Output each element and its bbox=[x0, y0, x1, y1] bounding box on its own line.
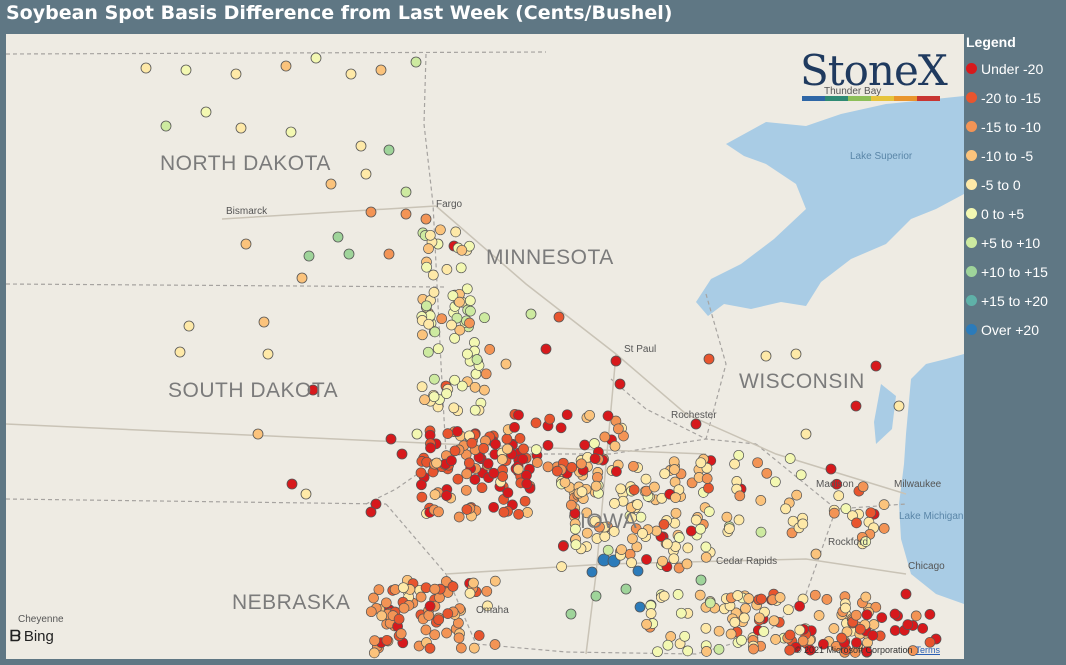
legend-label: -15 to -10 bbox=[981, 118, 1041, 135]
legend-swatch-icon bbox=[966, 324, 977, 335]
logo-bar-segment bbox=[917, 96, 940, 101]
city-label-st-paul: St Paul bbox=[624, 344, 657, 355]
stonex-logo: StoneX bbox=[796, 44, 956, 106]
city-label-rochester: Rochester bbox=[671, 410, 717, 421]
legend-item: Over +20 bbox=[966, 315, 1066, 344]
city-label-milwaukee: Milwaukee bbox=[894, 479, 942, 490]
city-label-cedar-rapids: Cedar Rapids bbox=[716, 556, 778, 567]
copyright-text: © 2021 Microsoft Corporation bbox=[794, 645, 913, 655]
state-label-south-dakota: SOUTH DAKOTA bbox=[168, 379, 339, 402]
legend-label: -20 to -15 bbox=[981, 89, 1041, 106]
legend-item: Under -20 bbox=[966, 54, 1066, 83]
city-label-omaha: Omaha bbox=[476, 605, 509, 616]
map-copyright: © 2021 Microsoft Corporation Terms bbox=[795, 645, 940, 655]
logo-bar-segment bbox=[825, 96, 848, 101]
state-label-wisconsin: WISCONSIN bbox=[739, 370, 865, 393]
legend-swatch-icon bbox=[966, 237, 977, 248]
state-label-nebraska: NEBRASKA bbox=[232, 591, 351, 614]
bing-icon: ᗷ bbox=[10, 628, 21, 645]
legend-swatch-icon bbox=[966, 266, 977, 277]
water-label-lake-superior: Lake Superior bbox=[850, 151, 913, 162]
bing-attribution: ᗷ Bing bbox=[10, 628, 54, 645]
legend-item: 0 to +5 bbox=[966, 199, 1066, 228]
map-canvas[interactable]: NORTH DAKOTA MINNESOTA SOUTH DAKOTA WISC… bbox=[6, 34, 964, 659]
legend-label: 0 to +5 bbox=[981, 205, 1025, 222]
city-label-chicago: Chicago bbox=[908, 561, 945, 572]
logo-bar-segment bbox=[871, 96, 894, 101]
page-title: Soybean Spot Basis Difference from Last … bbox=[6, 2, 673, 24]
city-label-thunder-bay: Thunder Bay bbox=[824, 86, 882, 97]
legend: Legend Under -20 -20 to -15 -15 to -10 -10 … bbox=[966, 34, 1066, 344]
legend-item: -10 to -5 bbox=[966, 141, 1066, 170]
logo-bar-segment bbox=[802, 96, 825, 101]
logo-bar-segment bbox=[848, 96, 871, 101]
legend-swatch-icon bbox=[966, 121, 977, 132]
legend-swatch-icon bbox=[966, 150, 977, 161]
legend-item: -20 to -15 bbox=[966, 83, 1066, 112]
legend-item: +5 to +10 bbox=[966, 228, 1066, 257]
legend-label: Under -20 bbox=[981, 60, 1044, 77]
legend-swatch-icon bbox=[966, 208, 977, 219]
logo-text: StoneX bbox=[800, 46, 948, 95]
legend-label: +5 to +10 bbox=[981, 234, 1041, 251]
legend-title: Legend bbox=[966, 34, 1016, 50]
logo-bar-segment bbox=[894, 96, 917, 101]
bing-label: Bing bbox=[23, 628, 54, 645]
legend-swatch-icon bbox=[966, 63, 977, 74]
legend-label: +15 to +20 bbox=[981, 292, 1048, 309]
legend-label: Over +20 bbox=[981, 321, 1039, 338]
city-label-madison: Madison bbox=[816, 479, 854, 490]
legend-list: Under -20 -20 to -15 -15 to -10 -10 to -5 -5… bbox=[966, 54, 1066, 344]
city-label-bismarck: Bismarck bbox=[226, 206, 268, 217]
legend-item: -5 to 0 bbox=[966, 170, 1066, 199]
state-label-iowa: IOWA bbox=[580, 510, 638, 533]
state-label-minnesota: MINNESOTA bbox=[486, 246, 614, 269]
terms-link[interactable]: Terms bbox=[915, 645, 941, 655]
legend-item: +15 to +20 bbox=[966, 286, 1066, 315]
city-label-cheyenne: Cheyenne bbox=[18, 614, 64, 625]
map-basemap bbox=[6, 51, 964, 659]
water-label-lake-michigan: Lake Michigan bbox=[899, 511, 964, 522]
legend-swatch-icon bbox=[966, 295, 977, 306]
legend-label: -10 to -5 bbox=[981, 147, 1034, 164]
legend-swatch-icon bbox=[966, 92, 977, 103]
legend-swatch-icon bbox=[966, 179, 977, 190]
legend-label: -5 to 0 bbox=[981, 176, 1021, 193]
legend-item: -15 to -10 bbox=[966, 112, 1066, 141]
state-label-north-dakota: NORTH DAKOTA bbox=[160, 152, 331, 175]
logo-color-bar bbox=[802, 96, 940, 101]
city-label-fargo: Fargo bbox=[436, 199, 463, 210]
city-label-rockford: Rockford bbox=[828, 537, 869, 548]
legend-item: +10 to +15 bbox=[966, 257, 1066, 286]
legend-label: +10 to +15 bbox=[981, 263, 1048, 280]
